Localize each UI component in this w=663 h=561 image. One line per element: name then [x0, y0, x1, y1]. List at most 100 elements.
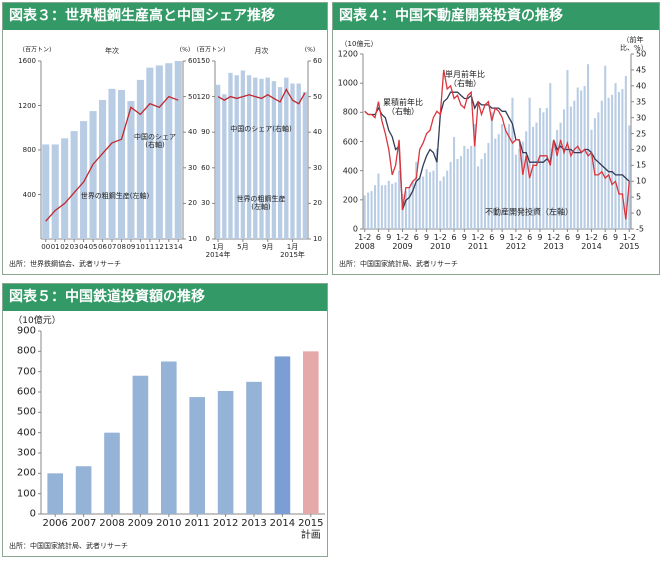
x-tick-label: 02: [60, 243, 70, 251]
bar: [234, 75, 239, 240]
bar: [47, 473, 64, 514]
y-tick-label: 800: [22, 145, 36, 154]
y2-tick-label: 10: [313, 234, 322, 243]
bar: [384, 185, 387, 229]
subtitle: 月次: [254, 46, 269, 55]
panel-title: 図表３：世界粗鋼生産高と中国シェア推移: [3, 3, 327, 30]
y-tick-label: 200: [16, 467, 36, 479]
bar: [576, 87, 579, 230]
source-note: 出所：中国国家統計局、武者リサーチ: [9, 541, 128, 550]
bar: [284, 77, 289, 239]
x-tick-label: 6: [451, 233, 457, 242]
bar: [470, 145, 473, 229]
bar: [370, 191, 373, 229]
bar: [391, 183, 394, 229]
bar: [617, 91, 621, 230]
bar: [302, 351, 319, 514]
bar: [401, 194, 404, 229]
bar: [240, 70, 246, 239]
bar: [98, 99, 107, 239]
bar: [228, 72, 233, 239]
x-tick-label: 09: [126, 243, 136, 251]
x-tick-label: 04: [79, 243, 89, 251]
x-tick-label: 13: [164, 243, 174, 251]
bar: [477, 166, 480, 229]
bar: [607, 97, 610, 229]
bar: [569, 106, 572, 229]
bar: [380, 185, 383, 229]
bar: [628, 125, 631, 229]
bar: [521, 141, 524, 229]
source-note: 出所：中国国家統計局、武者リサーチ: [339, 259, 458, 268]
bar: [442, 176, 445, 229]
x-tick-label: 1-2 2013: [543, 233, 564, 252]
bar: [590, 129, 593, 229]
bar: [535, 122, 538, 229]
x-tick-label: 05: [88, 243, 98, 251]
bar: [463, 145, 466, 229]
y-tick-label: 0: [352, 224, 358, 234]
y2-tick-label: 15: [636, 160, 647, 170]
x-tick-label: 6: [413, 233, 419, 242]
bar: [542, 112, 545, 229]
y-tick-label: 1200: [337, 49, 358, 59]
x-tick-label: 2007: [70, 518, 97, 529]
x-tick-label: 11: [145, 243, 155, 251]
y2-tick-label: 30: [188, 163, 197, 172]
y2-tick-label: 50: [313, 92, 322, 101]
y2-tick-label: 40: [313, 128, 322, 137]
y2-tick-label: 60: [313, 56, 322, 65]
y2-tick-label: 40: [188, 128, 197, 137]
subtitle: 年次: [105, 46, 119, 55]
bar: [439, 180, 442, 229]
y-axis-label: （10億元）: [13, 315, 61, 326]
y-axis-label: （10億元）: [340, 39, 378, 48]
y-tick-label: 300: [16, 447, 36, 459]
y-tick-label: 800: [342, 107, 358, 117]
x-tick-label: 9: [386, 233, 392, 242]
x-tick-label: 1-2 2015: [619, 233, 640, 252]
x-tick-label: 6: [602, 233, 608, 242]
panel-title: 図表４：中国不動産開発投資の推移: [333, 3, 659, 30]
bar: [302, 91, 308, 239]
bar: [624, 75, 627, 229]
y2-tick-label: 50: [188, 92, 197, 101]
bar: [518, 148, 521, 229]
bar: [552, 141, 555, 229]
bar: [215, 84, 221, 239]
bar: [274, 356, 291, 514]
x-tick-label: 1-2 2009: [392, 233, 413, 252]
x-tick-label: 9: [461, 233, 467, 242]
x-tick-label: 6: [375, 233, 381, 242]
y2-axis-label: （前年比、%）: [620, 35, 648, 52]
y2-tick-label: 60: [188, 56, 197, 65]
chart: [38, 60, 311, 242]
bar: [290, 83, 295, 240]
bar: [611, 94, 614, 229]
y2-tick-label: 25: [636, 128, 647, 138]
x-tick-label: 2015 計画: [298, 518, 324, 541]
panel-title: 図表５：中国鉄道投資額の推移: [3, 284, 327, 311]
bar: [80, 121, 88, 239]
bar: [466, 148, 469, 229]
x-tick-label: 14: [173, 243, 183, 251]
x-tick-label: 1月 2014年: [205, 243, 231, 260]
x-tick-label: 10: [135, 243, 145, 251]
bar: [556, 129, 559, 229]
bar: [160, 361, 177, 514]
bar: [42, 144, 50, 239]
x-tick-label: 1-2 2008: [354, 233, 375, 252]
x-tick-label: 1-2 2010: [430, 233, 451, 252]
series-label: 中国のシェア(右軸): [230, 124, 292, 133]
bar: [449, 161, 452, 229]
panel: 図表４：中国不動産開発投資の推移 0 200 400 600 800 1000 1200 -5…: [332, 2, 660, 275]
bar: [545, 107, 548, 229]
y-tick-label: 600: [342, 136, 358, 146]
bar: [394, 182, 397, 229]
y-axis-label: (百万トン): [196, 46, 226, 54]
bar: [422, 176, 425, 229]
x-tick-label: 2008: [99, 518, 125, 529]
x-tick-label: 1-2 2011: [467, 233, 489, 252]
bar: [296, 83, 301, 240]
